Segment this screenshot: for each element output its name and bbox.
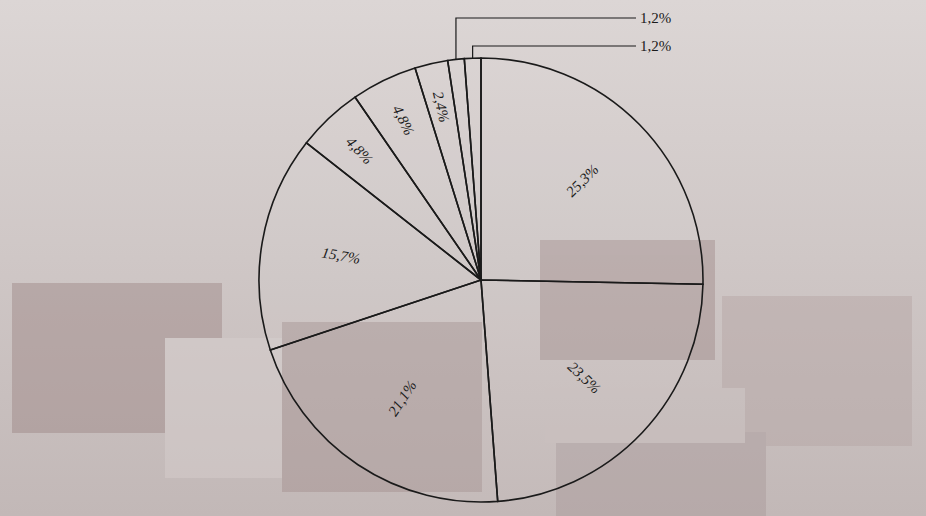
leader-line (473, 46, 636, 58)
data-label: 4,8% (343, 134, 376, 168)
data-label: 1,2% (640, 38, 671, 54)
data-label: 2,4% (430, 90, 453, 124)
leader-line (456, 18, 636, 59)
data-label: 21,1% (385, 378, 420, 419)
pie-slice (481, 58, 703, 284)
data-label: 25,3% (563, 161, 602, 200)
chart-canvas: 25,3% 23,5% 21,1% 15,7% 4,8% 4,8% 2,4% 1,2% 1,2% (0, 0, 926, 516)
pie-slice (481, 280, 703, 501)
data-label: 1,2% (640, 10, 671, 26)
pie-slice (448, 59, 481, 280)
pie-slice (464, 58, 481, 280)
labels: 25,3% 23,5% 21,1% 15,7% 4,8% 4,8% 2,4% 1,2% 1,2% (321, 10, 672, 419)
background (0, 0, 926, 516)
data-label: 15,7% (321, 244, 362, 266)
flag (722, 296, 912, 446)
data-label: 4,8% (389, 103, 417, 138)
data-label: 23,5% (565, 358, 604, 396)
slices (259, 58, 703, 502)
